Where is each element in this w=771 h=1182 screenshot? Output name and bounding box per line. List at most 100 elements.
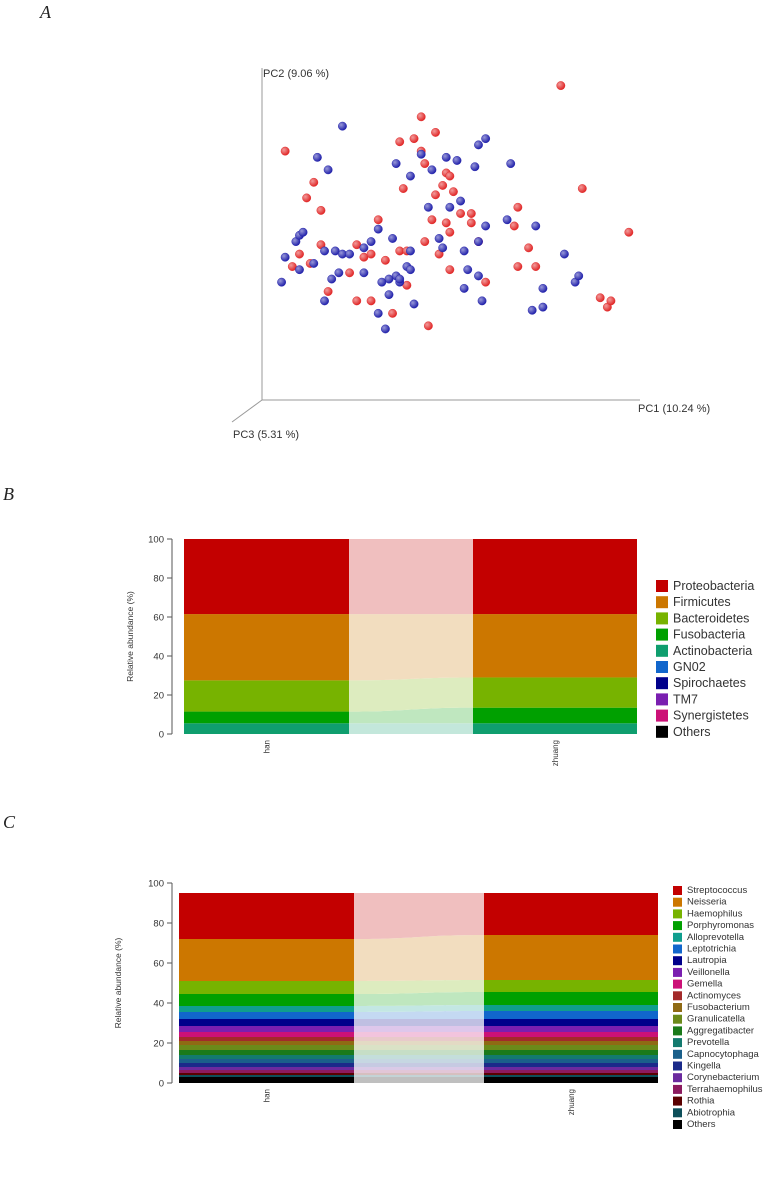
phylum-y-tick-label: 80 — [153, 574, 164, 585]
phylum-legend-label-actinobacteria: Actinobacteria — [673, 644, 752, 658]
phylum-bar-zhuang-fusobacteria — [473, 707, 637, 724]
phylum-y-axis-label: Relative abundance (%) — [125, 591, 135, 682]
pca-point-zhuang — [380, 324, 390, 334]
genus-y-axis-label: Relative abundance (%) — [113, 937, 123, 1028]
genus-flow-capnocytophaga — [354, 1059, 484, 1063]
pca-point-han — [309, 177, 319, 187]
phylum-legend-swatch-fusobacteria — [656, 628, 668, 641]
genus-legend-swatch-streptococcus — [673, 886, 682, 895]
genus-legend-label-leptotrichia: Leptotrichia — [687, 944, 737, 955]
genus-legend-swatch-gemella — [673, 979, 682, 989]
pca-point-zhuang — [560, 249, 569, 259]
pca-point-han — [524, 243, 533, 253]
phylum-bar-zhuang-bacteroidetes — [473, 677, 637, 708]
genus-flow-prevotella — [354, 1055, 484, 1059]
pca-point-zhuang — [338, 121, 347, 131]
pca-point-zhuang — [538, 283, 548, 293]
genus-bar-zhuang-abiotrophia — [484, 1075, 658, 1077]
pca-point-zhuang — [373, 224, 383, 234]
pca-point-han — [606, 296, 616, 306]
genus-bar-zhuang-granulicatella — [484, 1045, 658, 1050]
phylum-bar-han-actinobacteria — [184, 723, 349, 734]
genus-legend-label-alloprevotella: Alloprevotella — [687, 932, 745, 943]
genus-flow-gemella — [354, 1032, 484, 1037]
genus-bar-zhuang-aggregatibacter — [484, 1050, 658, 1055]
pca-point-zhuang — [527, 305, 537, 315]
pca-point-han — [466, 218, 476, 228]
genus-legend-label-granulicatella: Granulicatella — [687, 1014, 746, 1025]
pca-point-han — [366, 296, 376, 306]
pca-point-zhuang — [327, 274, 337, 284]
genus-legend-label-fusobacterium: Fusobacterium — [687, 1002, 750, 1013]
pca-point-han — [513, 262, 523, 271]
genus-bar-han-fusobacterium — [179, 1041, 354, 1045]
pca-point-han — [438, 181, 448, 190]
genus-y-tick-label: 40 — [153, 999, 164, 1010]
phylum-legend-label-proteobacteria: Proteobacteria — [673, 579, 754, 593]
pca-point-han — [624, 227, 634, 237]
phylum-flow-proteobacteria — [349, 539, 473, 615]
genus-x-tick-label: zhuang — [567, 1089, 576, 1115]
genus-bar-han-abiotrophia — [179, 1075, 354, 1077]
pca-point-zhuang — [320, 246, 329, 256]
pca-point-zhuang — [406, 246, 415, 256]
genus-flow-haemophilus — [354, 980, 484, 994]
pca-point-han — [481, 277, 491, 287]
phylum-legend-label-synergistetes: Synergistetes — [673, 709, 749, 723]
pca-point-zhuang — [298, 227, 308, 237]
pca-point-han — [577, 184, 587, 193]
genus-legend-label-veillonella: Veillonella — [687, 967, 730, 978]
phylum-legend-swatch-gn02 — [656, 661, 668, 673]
pca-point-han — [456, 209, 465, 218]
phylum-flow-fusobacteria — [349, 707, 473, 724]
phylum-legend-label-tm7: TM7 — [673, 692, 698, 706]
panel-label-c: C — [3, 812, 16, 832]
genus-bar-zhuang-haemophilus — [484, 980, 658, 992]
genus-flow-porphyromonas — [354, 992, 484, 1006]
phylum-x-tick-label: zhuang — [551, 740, 560, 766]
phylum-y-tick-label: 40 — [153, 652, 164, 663]
genus-legend-label-gemella: Gemella — [687, 979, 723, 990]
genus-legend-label-kingella: Kingella — [687, 1061, 722, 1072]
pca-point-zhuang — [474, 237, 483, 247]
genus-bar-zhuang-neisseria — [484, 935, 658, 980]
genus-legend-swatch-kingella — [673, 1061, 682, 1071]
genus-bar-zhuang-veillonella — [484, 1026, 658, 1032]
genus-bar-zhuang-gemella — [484, 1032, 658, 1037]
pc3-axis-line — [231, 399, 263, 423]
genus-legend-swatch-corynebacterium — [673, 1073, 682, 1083]
pca-point-han — [280, 146, 290, 156]
pca-point-zhuang — [409, 299, 419, 309]
pca-point-han — [556, 81, 566, 91]
phylum-legend-swatch-firmicutes — [656, 596, 668, 609]
genus-legend-label-others: Others — [687, 1119, 716, 1130]
genus-bar-zhuang-alloprevotella — [484, 1005, 658, 1011]
pca-point-han — [409, 134, 419, 144]
pca-point-zhuang — [538, 302, 548, 312]
genus-bar-zhuang-porphyromonas — [484, 992, 658, 1005]
genus-legend-swatch-granulicatella — [673, 1014, 682, 1024]
pca-point-zhuang — [452, 156, 462, 165]
genus-flow-leptotrichia — [354, 1011, 484, 1019]
pc3-axis-label: PC3 (5.31 %) — [233, 429, 299, 441]
genus-y-tick-label: 60 — [153, 959, 164, 970]
pca-point-zhuang — [463, 265, 473, 275]
pca-point-han — [380, 255, 390, 265]
pca-point-zhuang — [406, 171, 415, 181]
pca-point-zhuang — [395, 274, 405, 284]
genus-legend-swatch-leptotrichia — [673, 944, 682, 954]
phylum-flow-firmicutes — [349, 614, 473, 681]
genus-bar-zhuang-kingella — [484, 1063, 658, 1067]
phylum-legend-label-others: Others — [673, 725, 711, 739]
genus-x-tick-label: han — [263, 1089, 272, 1102]
pca-point-zhuang — [470, 162, 480, 172]
pca-point-zhuang — [481, 221, 491, 231]
phylum-bar-zhuang-actinobacteria — [473, 723, 637, 734]
genus-legend-label-actinomyces: Actinomyces — [687, 990, 741, 1001]
genus-bar-zhuang-rothia — [484, 1073, 658, 1075]
pca-point-han — [316, 205, 326, 215]
genus-legend-swatch-aggregatibacter — [673, 1026, 682, 1036]
pca-point-han — [398, 184, 408, 193]
pca-point-zhuang — [391, 159, 401, 169]
genus-bar-han-streptococcus — [179, 893, 354, 939]
